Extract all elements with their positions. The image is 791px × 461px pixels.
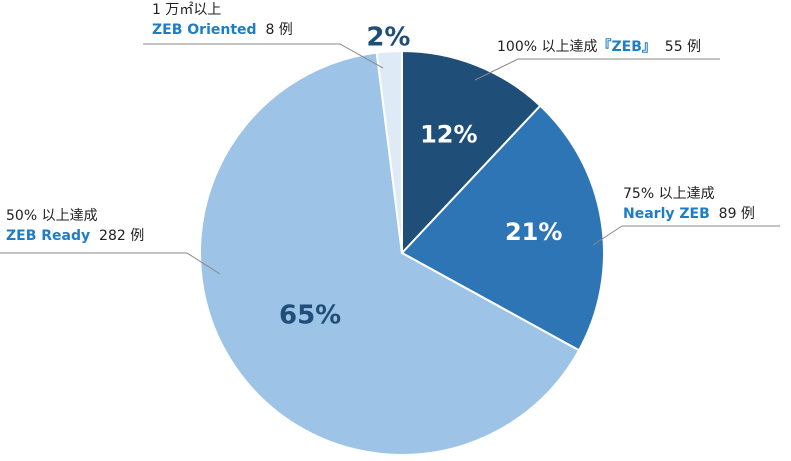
pie-slice-ready <box>199 51 581 456</box>
callout-zeb-oriented-name: ZEB Oriented <box>152 22 257 38</box>
callout-zeb-ready: 50% 以上達成 ZEB Ready 282 例 <box>6 206 144 246</box>
pie-slice-nearly <box>400 104 605 352</box>
pct-label-nearly: 21% <box>505 218 562 246</box>
leader-line-nearly <box>592 225 780 246</box>
leader-line-zeb <box>474 58 720 81</box>
callout-zeb-name: 『ZEB』 <box>597 39 656 55</box>
callout-zeb-oriented-text: 1 万㎡以上 <box>152 2 222 18</box>
callout-zeb-text: 100% 以上達成 <box>497 39 598 55</box>
callout-zeb: 100% 以上達成『ZEB』 55 例 <box>497 37 701 57</box>
callout-zeb-count: 55 例 <box>664 39 702 55</box>
callout-zeb-oriented: 1 万㎡以上 ZEB Oriented 8 例 <box>152 0 293 40</box>
pct-label-ready: 65% <box>279 300 341 330</box>
pie-slice-oriented <box>375 49 403 254</box>
callout-nearly-zeb: 75% 以上達成 Nearly ZEB 89 例 <box>623 184 755 224</box>
pie-slice-zeb <box>401 49 542 256</box>
percentage-labels: 12% 21% 65% 2% <box>279 22 562 330</box>
leader-line-ready <box>0 252 221 275</box>
pie-slices <box>199 49 605 456</box>
callout-nearly-zeb-count: 89 例 <box>718 206 755 222</box>
callout-zeb-ready-name: ZEB Ready <box>6 228 91 244</box>
callout-nearly-zeb-name: Nearly ZEB <box>623 206 710 222</box>
pct-label-zeb: 12% <box>420 121 477 149</box>
pct-label-oriented: 2% <box>366 22 410 52</box>
leader-lines <box>0 43 780 275</box>
callout-zeb-oriented-count: 8 例 <box>265 22 293 38</box>
leader-line-oriented <box>143 43 384 69</box>
callout-zeb-ready-text: 50% 以上達成 <box>6 208 98 224</box>
callout-nearly-zeb-text: 75% 以上達成 <box>623 186 715 202</box>
callout-zeb-ready-count: 282 例 <box>99 228 145 244</box>
